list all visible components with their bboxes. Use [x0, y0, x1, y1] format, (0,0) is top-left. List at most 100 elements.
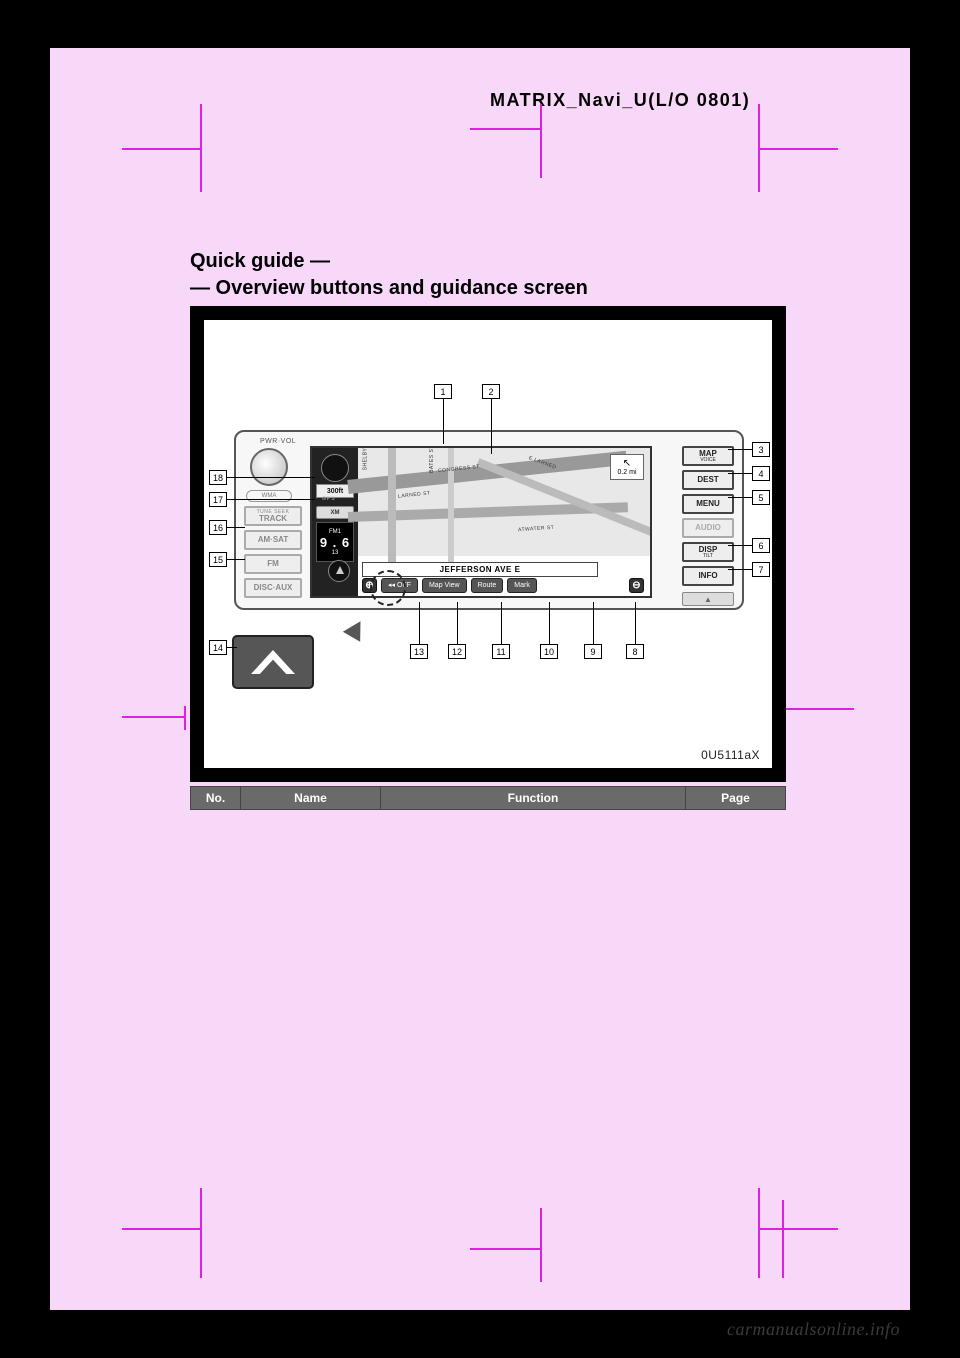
zoom-out-button[interactable]: ⊖: [629, 578, 644, 593]
crop-mark: [470, 128, 540, 130]
callout-line: [227, 477, 315, 478]
watermark-text: carmanualsonline.info: [727, 1319, 900, 1340]
callout-17: 17: [209, 492, 227, 507]
callout-6: 6: [752, 538, 770, 553]
track-label: TRACK: [259, 515, 287, 523]
callout-7: 7: [752, 562, 770, 577]
map-view-button[interactable]: Map View: [422, 578, 467, 593]
callout-8: 8: [626, 644, 644, 659]
callout-line: [501, 602, 502, 644]
right-button-column: MAP VOICE DEST MENU AUDIO DISP TILT INFO…: [682, 446, 734, 606]
wma-badge: WMA: [246, 490, 292, 502]
north-up-icon[interactable]: [321, 454, 349, 482]
eject-button[interactable]: ▲: [682, 592, 734, 606]
callout-12: 12: [448, 644, 466, 659]
street-label-larned: LARNED ST: [398, 490, 431, 499]
callout-4: 4: [752, 466, 770, 481]
zoom-callout-tail: [343, 616, 369, 642]
callout-line: [728, 473, 752, 474]
callout-line: [593, 602, 594, 644]
callout-line: [728, 449, 752, 450]
gps-label: GPS: [322, 496, 336, 502]
crop-mark: [122, 716, 186, 718]
figure-code: 0U5111aX: [701, 748, 760, 762]
crop-mark: [540, 1208, 542, 1282]
callout-15: 15: [209, 552, 227, 567]
freq-value: 9 . 6: [320, 535, 350, 550]
menu-button[interactable]: MENU: [682, 494, 734, 514]
callout-9: 9: [584, 644, 602, 659]
page-panel: MATRIX_Navi_U(L/O 0801) Quick guide — — …: [50, 48, 910, 1310]
map-area[interactable]: CONGRESS ST LARNED ST E LARNED ATWATER S…: [358, 448, 650, 556]
callout-2: 2: [482, 384, 500, 399]
th-name: Name: [241, 787, 381, 810]
distance-arrow-icon: ↖: [623, 459, 631, 469]
callout-line: [227, 559, 245, 560]
display-screen[interactable]: 300ft GPS XM FM1 9 . 6 13: [310, 446, 652, 598]
callout-line: [227, 527, 245, 528]
frequency-box: FM1 9 . 6 13: [316, 522, 354, 562]
power-volume-knob[interactable]: [250, 448, 288, 486]
title-line2: — Overview buttons and guidance screen: [190, 275, 588, 302]
crop-mark: [470, 1248, 540, 1250]
crop-mark: [122, 148, 202, 150]
disp-tilt-button[interactable]: DISP TILT: [682, 542, 734, 562]
zoom-detail-bubble: [232, 635, 314, 689]
route-button[interactable]: Route: [471, 578, 504, 593]
am-sat-button[interactable]: AM·SAT: [244, 530, 302, 550]
callout-14: 14: [209, 640, 227, 655]
crop-mark: [200, 104, 202, 192]
head-unit: PWR·VOL WMA TUNE SEEK TRACK AM·SAT FM DI…: [234, 430, 744, 610]
street-label-atwater: ATWATER ST: [518, 525, 555, 534]
th-no: No.: [191, 787, 241, 810]
title-line1: Quick guide —: [190, 248, 588, 275]
tune-seek-track-button[interactable]: TUNE SEEK TRACK: [244, 506, 302, 526]
mark-button[interactable]: Mark: [507, 578, 537, 593]
function-table: No. Name Function Page: [190, 786, 786, 810]
callout-line: [491, 399, 492, 454]
crop-mark: [758, 1188, 760, 1278]
callout-line: [443, 399, 444, 444]
fm-button[interactable]: FM: [244, 554, 302, 574]
crop-mark: [782, 1200, 784, 1278]
zoom-highlight-circle: [370, 570, 406, 606]
audio-button[interactable]: AUDIO: [682, 518, 734, 538]
crop-mark: [540, 104, 542, 178]
callout-3: 3: [752, 442, 770, 457]
crop-mark: [758, 104, 760, 192]
tilt-label: TILT: [703, 554, 713, 559]
crop-mark: [184, 706, 186, 730]
left-button-column: TUNE SEEK TRACK AM·SAT FM DISC·AUX: [244, 506, 302, 598]
table-header-row: No. Name Function Page: [191, 787, 786, 810]
foot-of-route-icon: [251, 650, 295, 674]
crop-mark: [758, 148, 838, 150]
pwr-vol-label: PWR·VOL: [260, 438, 296, 445]
distance-box: ↖ 0.2 mi: [610, 454, 644, 480]
callout-16: 16: [209, 520, 227, 535]
callout-line: [227, 499, 315, 500]
callout-10: 10: [540, 644, 558, 659]
callout-line: [635, 602, 636, 644]
street-label-shelby: SHELBY: [362, 448, 368, 471]
disc-aux-button[interactable]: DISC·AUX: [244, 578, 302, 598]
callout-13: 13: [410, 644, 428, 659]
figure-frame: PWR·VOL WMA TUNE SEEK TRACK AM·SAT FM DI…: [190, 306, 786, 782]
callout-5: 5: [752, 490, 770, 505]
doc-id-header: MATRIX_Navi_U(L/O 0801): [490, 90, 750, 111]
crop-mark: [122, 1228, 202, 1230]
map-voice-button[interactable]: MAP VOICE: [682, 446, 734, 466]
callout-1: 1: [434, 384, 452, 399]
callout-line: [728, 545, 752, 546]
callout-line: [457, 602, 458, 644]
map-road: [388, 448, 396, 568]
crop-mark: [200, 1188, 202, 1278]
th-page: Page: [686, 787, 786, 810]
callout-line: [227, 647, 237, 648]
th-function: Function: [381, 787, 686, 810]
freq-sub: 13: [332, 550, 339, 556]
callout-line: [419, 602, 420, 644]
distance-text: 0.2 mi: [617, 469, 636, 476]
info-button[interactable]: INFO: [682, 566, 734, 586]
crop-mark: [760, 1228, 838, 1230]
dest-button[interactable]: DEST: [682, 470, 734, 490]
